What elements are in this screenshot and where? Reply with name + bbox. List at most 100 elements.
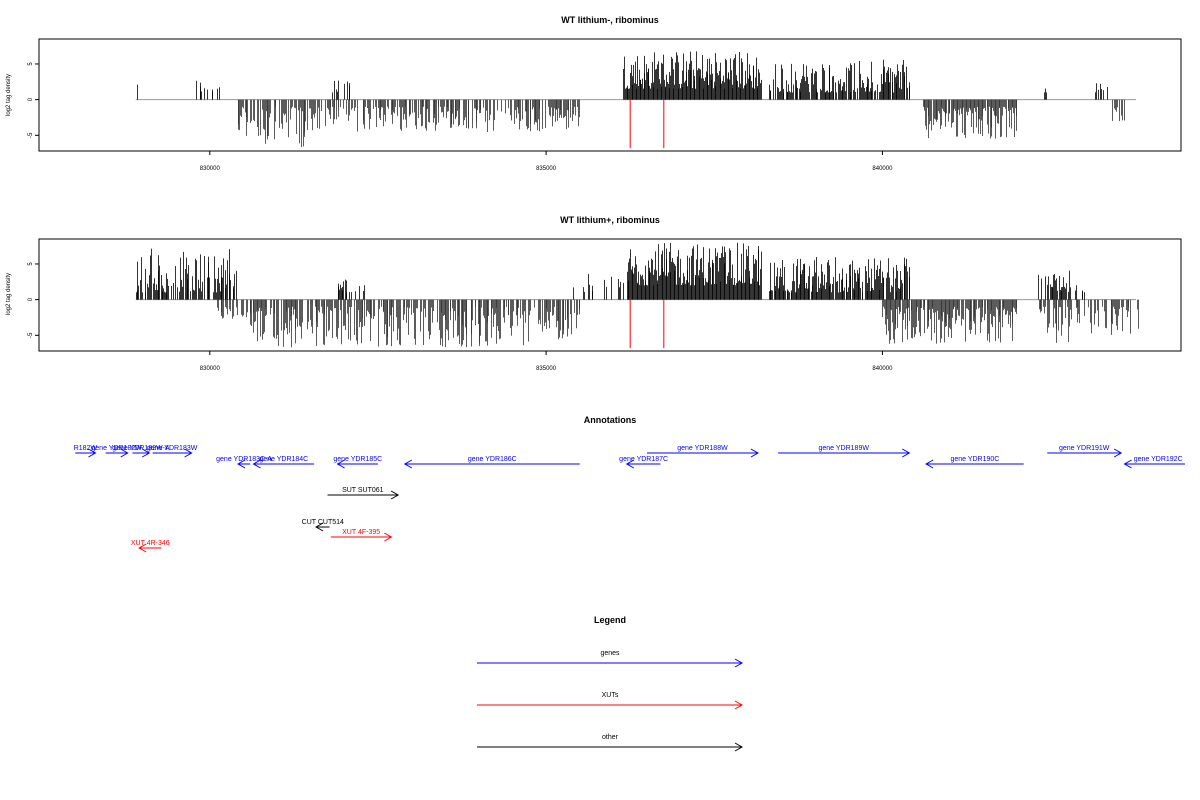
arrow-head — [403, 459, 413, 469]
annotation-arrow — [315, 522, 330, 532]
arrow-head — [1113, 448, 1123, 458]
legend-arrow — [477, 658, 744, 668]
legend-item-other: other — [602, 734, 619, 741]
arrow-head — [734, 700, 744, 710]
annotation-arrow — [75, 448, 97, 458]
annotation-arrow — [1123, 459, 1185, 469]
plot-frame — [38, 238, 1182, 352]
y-tick-group: 5 0 -5 — [28, 62, 34, 138]
arrow-head — [237, 459, 246, 469]
annotation-feature: gene YDR186C — [403, 456, 580, 469]
annotation-label: gene YDR182W — [91, 445, 142, 452]
arrow-head — [925, 459, 934, 469]
annotation-label: R182W — [74, 445, 98, 452]
legend-arrow — [477, 742, 744, 752]
annotation-feature: gene YDR192C — [1123, 456, 1185, 469]
signal-bars — [137, 51, 1125, 148]
annotation-feature: gene YDR183C-A — [216, 456, 272, 469]
annotation-feature: gene YDR189W — [778, 445, 911, 458]
annotation-label: gene YDR191W — [1059, 445, 1110, 452]
annotation-label: gene YDR188W — [677, 445, 728, 452]
legend-arrows — [477, 658, 744, 752]
annotation-feature: gene YDR185C — [333, 456, 382, 469]
annotation-arrow — [330, 532, 393, 542]
annotation-label: gene YDR192C — [1134, 456, 1183, 463]
annotation-arrow — [138, 543, 162, 553]
annotation-feature: gene YDR184C — [252, 456, 315, 469]
x-tick-label: 835000 — [536, 366, 557, 372]
annotation-label: XUT 4F-395 — [342, 529, 380, 536]
plot-frame — [38, 38, 1182, 152]
annotation-label: gene YDR183C-A — [216, 456, 272, 463]
annotation-arrow — [152, 448, 193, 458]
annotation-arrow — [778, 448, 911, 458]
annotation-label: gene YDR184C — [259, 456, 308, 463]
track-panel-lithium-minus: WT lithium-, ribominus log2 tag density … — [6, 15, 1182, 172]
x-tick-label: 830000 — [200, 366, 221, 372]
annotation-arrow — [336, 459, 378, 469]
legend-panel: Legend genes XUTs other — [477, 615, 744, 752]
annotation-label: SUT SUT061 — [342, 487, 384, 494]
annotation-label: gene YDR189W — [818, 445, 869, 452]
arrow-head — [390, 490, 400, 500]
annotation-feature: gene YDR191W — [1047, 445, 1123, 458]
annotation-feature: gene YDR183W — [147, 445, 198, 458]
annotation-arrow — [403, 459, 580, 469]
y-tick-label: -5 — [28, 332, 34, 338]
annotation-label: gene YDR190C — [950, 456, 999, 463]
legend-item-xuts: XUTs — [602, 692, 619, 699]
legend-item-label: genes — [600, 650, 620, 657]
plot-area — [35, 238, 1182, 355]
annotation-feature: gene YDR190C — [925, 456, 1024, 469]
arrow-head — [336, 459, 345, 469]
arrow-head — [142, 448, 151, 458]
arrow-head — [1123, 459, 1132, 469]
annotation-arrow — [1047, 448, 1123, 458]
annotation-arrow — [625, 459, 661, 469]
arrow-head — [252, 459, 261, 469]
legend-item-label: other — [602, 734, 619, 741]
annotation-arrow — [327, 490, 400, 500]
arrow-head — [315, 522, 324, 532]
annotation-feature: gene YDR182W — [91, 445, 142, 458]
x-tick-label: 830000 — [200, 166, 221, 172]
y-tick-label: 5 — [28, 262, 34, 266]
x-tick-group: 830000 835000 840000 — [200, 166, 893, 172]
arrow-head — [138, 543, 147, 553]
annotation-arrow — [252, 459, 315, 469]
y-axis-label: log2 tag density — [6, 74, 12, 116]
arrow-head — [734, 742, 744, 752]
y-tick-label: 0 — [28, 297, 34, 301]
annotation-arrow — [646, 448, 759, 458]
arrow-head — [384, 532, 393, 542]
annotations-title: Annotations — [584, 415, 637, 425]
y-tick-label: -5 — [28, 132, 34, 138]
annotation-feature: CUT CUT514 — [302, 519, 344, 532]
arrow-head — [184, 448, 193, 458]
plot-area — [35, 38, 1182, 155]
annotation-feature: R182W — [74, 445, 98, 458]
arrow-head — [88, 448, 97, 458]
annotation-label: gene YDR183W — [147, 445, 198, 452]
track-title: WT lithium-, ribominus — [561, 15, 659, 25]
y-tick-group: 5 0 -5 — [28, 262, 34, 338]
annotation-label: CUT CUT514 — [302, 519, 344, 526]
annotation-label: gene YDR186C — [468, 456, 517, 463]
annotation-arrow — [105, 448, 129, 458]
arrow-head — [625, 459, 635, 469]
annotation-feature: XUT 4R-346 — [131, 540, 170, 553]
legend-item-label: XUTs — [602, 692, 619, 699]
track-title: WT lithium+, ribominus — [560, 215, 660, 225]
annotation-arrow — [132, 448, 151, 458]
annotation-label: gene YDR185C — [333, 456, 382, 463]
legend-arrow — [477, 700, 744, 710]
legend-title: Legend — [594, 615, 626, 625]
y-tick-label: 5 — [28, 62, 34, 66]
x-tick-label: 840000 — [872, 166, 893, 172]
y-axis-label: log2 tag density — [6, 273, 12, 315]
annotation-feature: gene YDR187C — [619, 456, 668, 469]
track-panel-lithium-plus: WT lithium+, ribominus log2 tag density … — [6, 215, 1182, 372]
